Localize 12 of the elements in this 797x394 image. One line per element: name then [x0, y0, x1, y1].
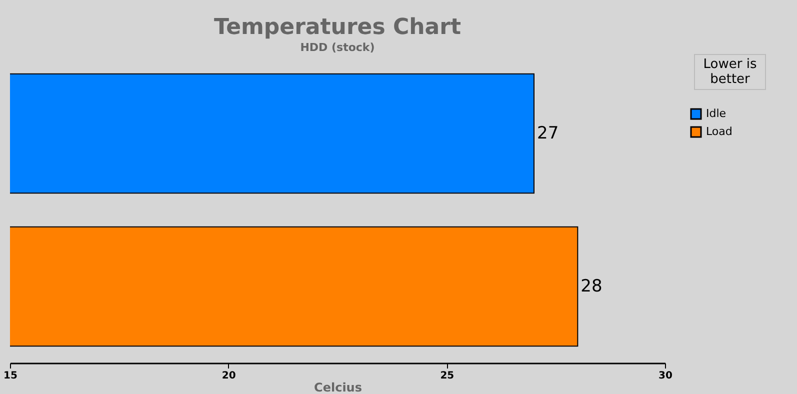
x-tick-label: 15 — [4, 370, 18, 382]
data-label: 27 — [537, 124, 559, 144]
text: Lower is better — [694, 54, 766, 90]
chart-subtitle: HDD (stock) — [300, 41, 375, 54]
x-tick-label: 20 — [222, 370, 236, 382]
chart-title: Temperatures Chart — [214, 15, 462, 40]
legend-label: Load — [706, 125, 732, 138]
x-tick-label: 25 — [440, 370, 454, 382]
x-axis-title: Celcius — [314, 380, 362, 394]
data-label: 28 — [580, 276, 602, 296]
legend-label: Idle — [706, 107, 726, 120]
x-tick-label: 30 — [658, 370, 672, 382]
